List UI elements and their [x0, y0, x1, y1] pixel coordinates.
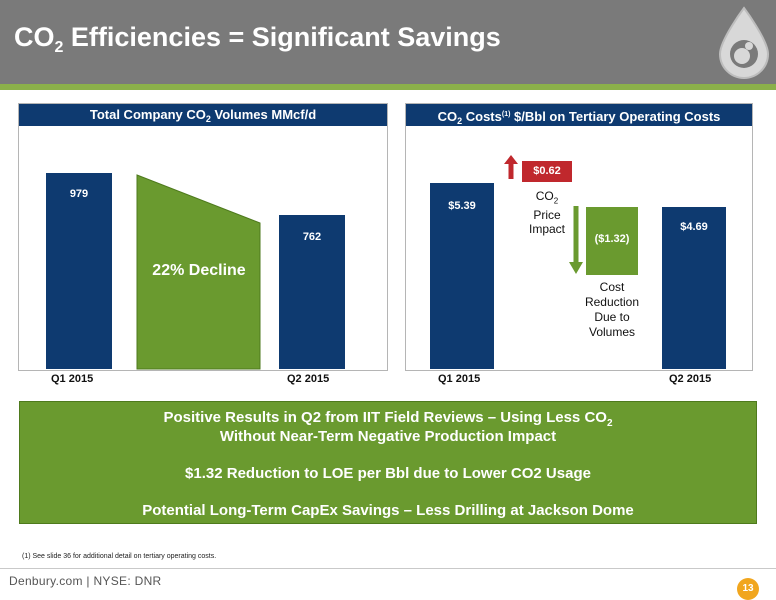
bar-q1-2015-volume: 979 — [46, 173, 112, 369]
x-tick-label: Q1 2015 — [51, 373, 94, 385]
slide-title: CO2 Efficiencies = Significant Savings — [14, 22, 501, 56]
bar-value-label: 979 — [69, 188, 89, 200]
x-tick-label: Q2 2015 — [287, 373, 330, 385]
bar-q2-2015-volume: 762 — [279, 215, 345, 369]
bar-q1-2015-cost: $5.39 — [430, 183, 494, 369]
co2-volumes-panel: Total Company CO2 Volumes MMcf/d 979 762… — [18, 103, 388, 371]
co2-costs-header: CO2 Costs(1) $/Bbl on Tertiary Operating… — [406, 104, 752, 126]
x-tick-label: Q2 2015 — [669, 373, 712, 385]
bar-value-label: $0.62 — [533, 165, 561, 177]
cost-reduction-label: Cost Reduction Due to Volumes — [584, 280, 640, 339]
bar-value-label: $5.39 — [448, 200, 476, 212]
co2-volumes-chart — [136, 174, 261, 370]
down-arrow-icon — [569, 206, 583, 274]
summary-box: Positive Results in Q2 from IIT Field Re… — [19, 401, 757, 524]
price-impact-label: CO2 Price Impact — [528, 189, 565, 237]
footer-divider — [0, 568, 776, 569]
price-impact-bar: $0.62 — [522, 161, 572, 182]
summary-line-4: Potential Long-Term CapEx Savings – Less… — [142, 502, 634, 519]
footer-text: Denbury.com | NYSE: DNR — [9, 574, 162, 588]
company-logo-icon — [718, 6, 770, 79]
summary-line-2: Without Near-Term Negative Production Im… — [219, 428, 557, 445]
decline-label: 22% Decline — [152, 262, 246, 279]
decline-shape — [136, 174, 261, 370]
co2-volumes-header: Total Company CO2 Volumes MMcf/d — [19, 104, 387, 126]
x-tick-label: Q1 2015 — [438, 373, 481, 385]
footnote: (1) See slide 36 for additional detail o… — [22, 553, 217, 560]
bar-value-label: $4.69 — [680, 221, 708, 233]
header-accent-stripe — [0, 84, 776, 90]
bar-value-label: ($1.32) — [594, 233, 630, 245]
bar-value-label: 762 — [302, 231, 322, 243]
bar-q2-2015-cost: $4.69 — [662, 207, 726, 369]
slide-header — [0, 0, 776, 90]
up-arrow-icon — [504, 155, 518, 179]
page-number: 13 — [737, 578, 759, 600]
co2-costs-panel: CO2 Costs(1) $/Bbl on Tertiary Operating… — [405, 103, 753, 371]
summary-line-1: Positive Results in Q2 from IIT Field Re… — [163, 409, 613, 429]
summary-line-3: $1.32 Reduction to LOE per Bbl due to Lo… — [185, 465, 591, 482]
cost-reduction-bar: ($1.32) — [586, 207, 638, 275]
